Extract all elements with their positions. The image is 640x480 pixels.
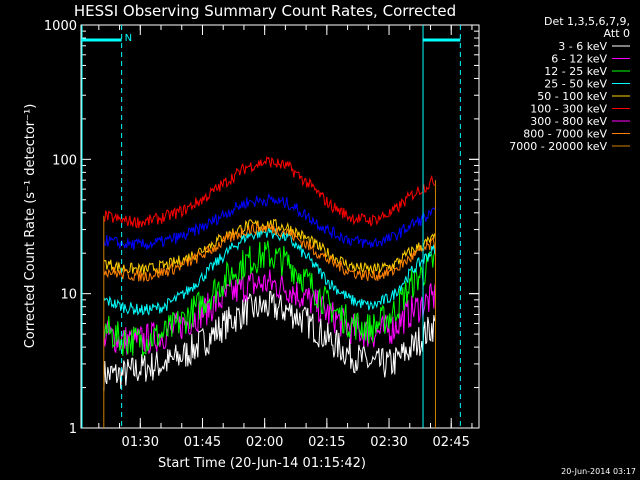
plot-border: [80, 24, 480, 429]
series-line: [103, 240, 436, 357]
series-line: [103, 222, 436, 283]
series-line: [103, 218, 436, 276]
y-axis: 1 10 100 1000: [44, 19, 479, 437]
series-line: [103, 192, 436, 251]
plot-frame: [80, 24, 480, 429]
series-line: [103, 155, 436, 229]
x-tick-label: 02:15: [308, 435, 345, 450]
series-line: [103, 226, 436, 316]
legend-entry-label: 50 - 100 keV: [537, 90, 607, 103]
legend-header-line1: Det 1,3,5,6,7,9,: [544, 15, 630, 28]
legend-entry-label: 100 - 300 keV: [530, 103, 607, 116]
x-tick-label: 01:45: [184, 435, 221, 450]
x-tick-label: 01:30: [122, 435, 159, 450]
marker-layer: N: [81, 25, 461, 428]
legend-entry-label: 6 - 12 keV: [551, 53, 607, 66]
x-tick-label: 02:00: [246, 435, 283, 450]
series-line: [103, 290, 436, 391]
y-tick-label: 10: [60, 288, 77, 303]
legend-header-line2: Att 0: [604, 27, 630, 40]
y-tick-label: 1: [69, 422, 77, 437]
y-tick-label: 100: [52, 153, 77, 168]
x-axis-label: Start Time (20-Jun-14 01:15:42): [158, 456, 366, 471]
marker-label: N: [125, 33, 132, 44]
x-tick-label: 02:30: [370, 435, 407, 450]
series-layer: [103, 155, 436, 428]
legend-entry-label: 3 - 6 keV: [558, 40, 607, 53]
chart-title: HESSI Observing Summary Count Rates, Cor…: [74, 2, 456, 20]
legend-entry-label: 800 - 7000 keV: [523, 128, 607, 141]
legend-entry-label: 25 - 50 keV: [544, 78, 607, 91]
timestamp: 20-Jun-2014 03:17: [561, 467, 636, 476]
y-tick-label: 1000: [44, 19, 77, 34]
x-axis: 01:30 01:45 02:00 02:15 02:30 02:45: [98, 25, 473, 450]
legend-entry-label: 7000 - 20000 keV: [509, 140, 607, 153]
legend-entry-label: 12 - 25 keV: [544, 65, 607, 78]
series-line: [103, 269, 436, 355]
legend-entry-label: 300 - 800 keV: [530, 115, 607, 128]
x-tick-label: 02:45: [432, 435, 469, 450]
y-axis-label: Corrected Count Rate (s⁻¹ detector⁻¹): [23, 104, 38, 349]
